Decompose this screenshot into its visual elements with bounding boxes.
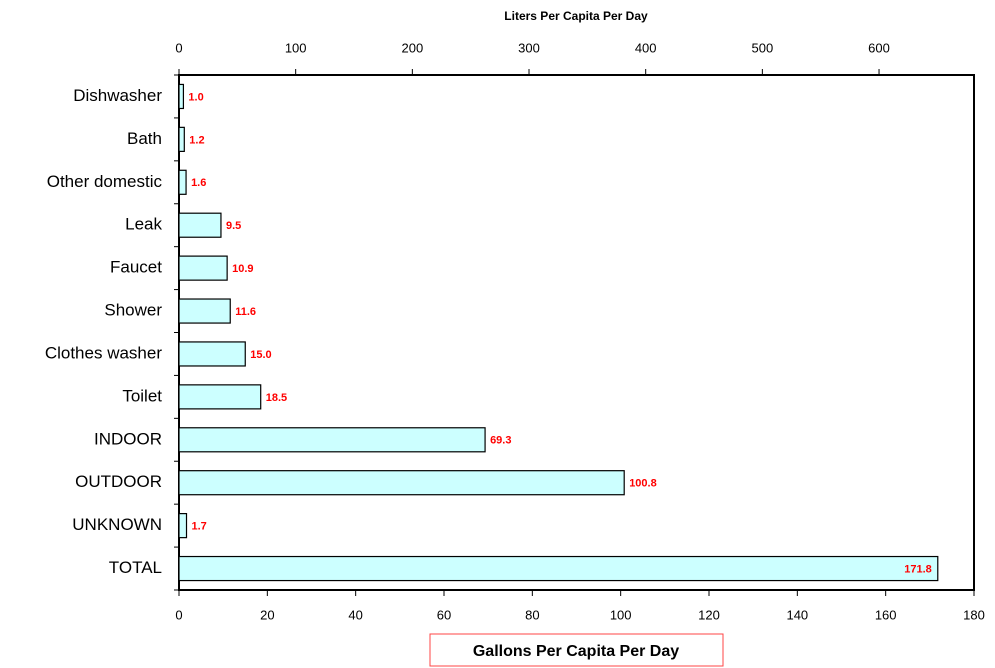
bar — [178, 126, 185, 152]
x-tick-label: 60 — [437, 607, 451, 622]
y-tick-label: TOTAL — [109, 558, 162, 577]
value-label: 10.9 — [232, 263, 253, 275]
value-label: 1.7 — [192, 521, 207, 533]
bar — [178, 255, 228, 281]
x2-tick-label: 200 — [401, 40, 423, 55]
bar — [178, 83, 185, 110]
bar — [178, 341, 246, 367]
y-tick-label: Clothes washer — [45, 343, 163, 362]
x-tick-label: 160 — [875, 607, 897, 622]
bar — [178, 470, 625, 496]
y-tick-label: Leak — [125, 215, 162, 234]
bar — [178, 169, 187, 195]
value-label: 1.2 — [189, 134, 204, 146]
bar — [178, 427, 486, 453]
x-tick-label: 80 — [525, 607, 539, 622]
x2-tick-label: 500 — [752, 40, 774, 55]
bar — [178, 513, 188, 539]
x2-tick-label: 100 — [285, 40, 307, 55]
x-tick-label: 20 — [260, 607, 274, 622]
bar — [178, 555, 939, 582]
y-tick-label: Other domestic — [47, 172, 163, 191]
value-label: 69.3 — [490, 435, 511, 447]
value-label: 9.5 — [226, 220, 241, 232]
x-tick-label: 120 — [698, 607, 720, 622]
value-label: 15.0 — [250, 349, 271, 361]
top-axis-title: Liters Per Capita Per Day — [504, 9, 648, 23]
x-tick-label: 0 — [175, 607, 182, 622]
value-label: 171.8 — [904, 563, 932, 575]
x-tick-label: 40 — [348, 607, 362, 622]
y-tick-label: INDOOR — [94, 429, 162, 448]
x-tick-label: 180 — [963, 607, 985, 622]
bar — [178, 298, 231, 324]
value-label: 100.8 — [629, 478, 657, 490]
y-tick-label: Faucet — [110, 258, 162, 277]
bar — [178, 212, 222, 238]
value-label: 1.0 — [188, 91, 203, 103]
plot-frame — [178, 74, 975, 591]
y-tick-label: Dishwasher — [73, 86, 162, 105]
x2-tick-label: 600 — [868, 40, 890, 55]
value-label: 18.5 — [266, 392, 287, 404]
x-label-box — [429, 633, 724, 667]
value-label: 11.6 — [235, 306, 256, 318]
x2-tick-label: 300 — [518, 40, 540, 55]
x2-tick-label: 0 — [175, 40, 182, 55]
x-tick-label: 100 — [610, 607, 632, 622]
x2-tick-label: 400 — [635, 40, 657, 55]
bar — [178, 384, 262, 410]
value-label: 1.6 — [191, 177, 206, 189]
y-tick-label: Toilet — [122, 386, 162, 405]
x-tick-label: 140 — [786, 607, 808, 622]
y-tick-label: UNKNOWN — [72, 515, 162, 534]
y-tick-label: Shower — [104, 301, 162, 320]
y-tick-label: OUTDOOR — [75, 472, 162, 491]
x-axis-title: Gallons Per Capita Per Day — [473, 643, 679, 660]
y-tick-label: Bath — [127, 129, 162, 148]
